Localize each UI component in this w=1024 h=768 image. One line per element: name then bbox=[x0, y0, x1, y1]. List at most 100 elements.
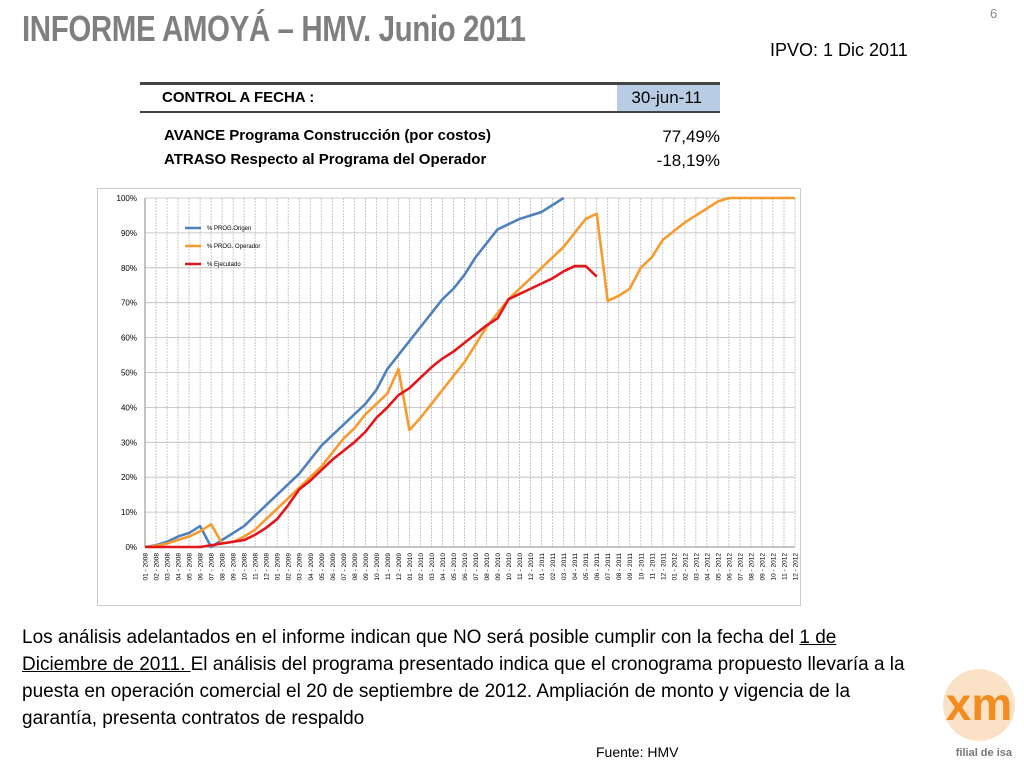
header-date: 30-jun-11 bbox=[631, 88, 702, 107]
x-tick-label: 03 - 2010 bbox=[429, 553, 436, 581]
table-row: ATRASO Respecto al Programa del Operador… bbox=[140, 145, 720, 170]
table-row: AVANCE Programa Construcción (por costos… bbox=[140, 121, 720, 146]
header-label: CONTROL A FECHA : bbox=[162, 89, 315, 106]
x-tick-label: 09 - 2012 bbox=[759, 553, 766, 581]
x-tick-label: 11 - 2009 bbox=[385, 553, 392, 580]
x-tick-label: 09 - 2008 bbox=[231, 553, 238, 581]
x-tick-label: 12 - 2010 bbox=[528, 553, 535, 581]
x-tick-label: 01 - 2011 bbox=[539, 553, 546, 580]
logo-mark: xm bbox=[946, 678, 1012, 730]
x-tick-label: 01 - 2008 bbox=[143, 553, 150, 581]
x-tick-label: 09 - 2011 bbox=[627, 553, 634, 580]
x-tick-label: 05 - 2012 bbox=[715, 553, 722, 581]
x-tick-label: 01 - 2010 bbox=[407, 553, 414, 581]
x-tick-label: 09 - 2010 bbox=[495, 553, 502, 581]
x-tick-label: 10 - 2010 bbox=[506, 553, 513, 581]
x-tick-label: 12 - 2012 bbox=[793, 553, 800, 581]
x-tick-label: 02 - 2011 bbox=[550, 553, 557, 580]
x-tick-label: 06 - 2012 bbox=[726, 553, 733, 581]
legend-label: % PROG. Operador bbox=[207, 244, 260, 250]
x-tick-label: 03 - 2012 bbox=[693, 553, 700, 581]
x-tick-label: 02 - 2010 bbox=[418, 553, 425, 581]
text: Los análisis adelantados en el informe i… bbox=[22, 627, 800, 648]
x-tick-label: 06 - 2008 bbox=[198, 553, 205, 581]
chart-frame bbox=[97, 188, 801, 606]
x-tick-label: 03 - 2008 bbox=[165, 553, 172, 581]
y-tick-label: 10% bbox=[121, 508, 137, 517]
x-tick-label: 04 - 2011 bbox=[572, 553, 579, 580]
logo-tagline: filial de isa bbox=[956, 747, 1013, 759]
table-header: CONTROL A FECHA : 30-jun-11 bbox=[140, 82, 720, 113]
x-tick-label: 10 - 2008 bbox=[242, 553, 249, 581]
legend-label: % PROG.Origen bbox=[207, 226, 251, 232]
x-tick-label: 04 - 2008 bbox=[176, 553, 183, 581]
ipvo-note: IPVO: 1 Dic 2011 bbox=[770, 40, 908, 60]
x-tick-label: 10 - 2012 bbox=[770, 553, 777, 581]
x-tick-label: 04 - 2009 bbox=[308, 553, 315, 581]
x-tick-label: 08 - 2009 bbox=[352, 553, 359, 581]
x-tick-label: 11 - 2010 bbox=[517, 553, 524, 580]
x-tick-label: 11 - 2011 bbox=[649, 553, 656, 580]
x-tick-label: 12 - 2011 bbox=[660, 553, 667, 580]
y-tick-label: 50% bbox=[121, 369, 137, 378]
x-tick-label: 05 - 2010 bbox=[451, 553, 458, 581]
x-tick-label: 12 - 2009 bbox=[396, 553, 403, 581]
x-tick-label: 01 - 2012 bbox=[671, 553, 678, 581]
y-tick-label: 90% bbox=[121, 229, 137, 238]
series-line bbox=[144, 196, 795, 549]
x-tick-label: 09 - 2009 bbox=[363, 553, 370, 581]
x-tick-label: 08 - 2010 bbox=[484, 553, 491, 581]
y-tick-label: 40% bbox=[121, 403, 137, 412]
x-tick-label: 08 - 2011 bbox=[616, 553, 623, 580]
x-tick-label: 07 - 2009 bbox=[341, 553, 348, 581]
x-tick-label: 03 - 2011 bbox=[561, 553, 568, 580]
row-value: 77,49% bbox=[662, 127, 720, 146]
x-tick-label: 06 - 2010 bbox=[462, 553, 469, 581]
x-tick-label: 07 - 2012 bbox=[737, 553, 744, 581]
page-number: 6 bbox=[990, 6, 998, 21]
x-tick-label: 08 - 2008 bbox=[220, 553, 227, 581]
x-tick-label: 03 - 2009 bbox=[297, 553, 304, 581]
date-cell-bg bbox=[617, 85, 720, 111]
text: El análisis del programa presentado indi… bbox=[22, 654, 905, 729]
logo-glow bbox=[943, 669, 1015, 741]
x-tick-label: 05 - 2008 bbox=[187, 553, 194, 581]
slide-title: INFORME AMOYÁ – HMV. Junio 2011 bbox=[22, 8, 526, 49]
x-tick-label: 07 - 2008 bbox=[209, 553, 216, 581]
legend-label: % Ejecutado bbox=[207, 262, 241, 268]
x-tick-label: 02 - 2008 bbox=[154, 553, 161, 581]
x-tick-label: 05 - 2009 bbox=[319, 553, 326, 581]
y-tick-label: 30% bbox=[121, 438, 137, 447]
y-tick-label: 80% bbox=[121, 264, 137, 273]
row-label: ATRASO Respecto al Programa del Operador bbox=[164, 151, 487, 168]
y-tick-label: 60% bbox=[121, 334, 137, 343]
y-tick-label: 70% bbox=[121, 299, 137, 308]
x-tick-label: 05 - 2011 bbox=[583, 553, 590, 580]
x-tick-label: 04 - 2012 bbox=[704, 553, 711, 581]
y-tick-label: 100% bbox=[117, 194, 137, 203]
row-label: AVANCE Programa Construcción (por costos… bbox=[164, 127, 491, 144]
y-tick-label: 20% bbox=[121, 473, 137, 482]
x-tick-label: 11 - 2012 bbox=[781, 553, 788, 580]
x-tick-label: 12 - 2008 bbox=[264, 553, 271, 581]
x-tick-label: 11 - 2008 bbox=[253, 553, 260, 580]
y-tick-label: 0% bbox=[125, 543, 137, 552]
x-tick-label: 06 - 2009 bbox=[330, 553, 337, 581]
x-tick-label: 07 - 2010 bbox=[473, 553, 480, 581]
x-tick-label: 10 - 2009 bbox=[374, 553, 381, 581]
x-tick-label: 08 - 2012 bbox=[748, 553, 755, 581]
x-tick-label: 02 - 2009 bbox=[286, 553, 293, 581]
x-tick-label: 04 - 2010 bbox=[440, 553, 447, 581]
series-line bbox=[145, 264, 598, 549]
x-tick-label: 07 - 2011 bbox=[605, 553, 612, 580]
text-underlined: 1 de Diciembre de 2011. bbox=[22, 627, 837, 675]
x-tick-label: 10 - 2011 bbox=[638, 553, 645, 580]
logo: xm filial de isa bbox=[943, 669, 1015, 759]
chart: 0% 10% 20% 30% 40% 50% 60% 70% 80% 90% 100% 01 - 20… bbox=[97, 188, 801, 606]
x-tick-label: 01 - 2009 bbox=[275, 553, 282, 581]
x-tick-label: 02 - 2012 bbox=[682, 553, 689, 581]
control-table: CONTROL A FECHA : 30-jun-11 AVANCE Progr… bbox=[140, 82, 720, 170]
x-tick-label: 06 - 2011 bbox=[594, 553, 601, 580]
row-value: -18,19% bbox=[656, 151, 720, 170]
